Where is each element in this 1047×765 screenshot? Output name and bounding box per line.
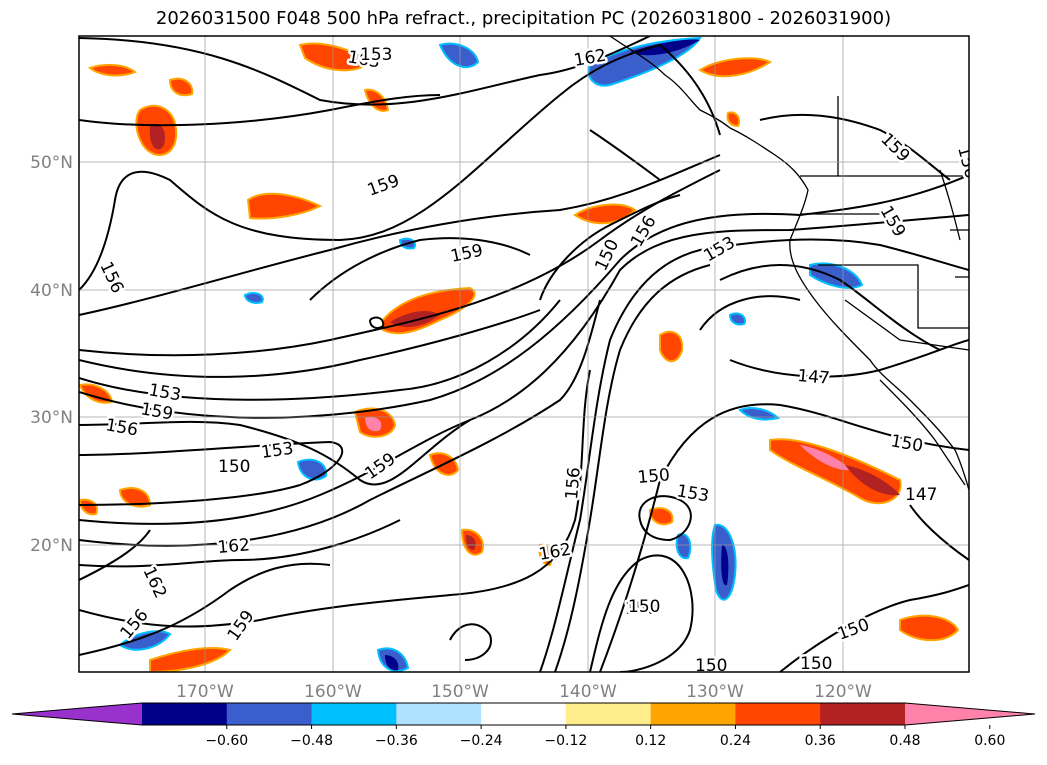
contour-label: 147 — [905, 485, 937, 505]
colorbar-extend-min — [12, 703, 142, 725]
colorbar-segment — [481, 703, 567, 725]
lat-label: 50°N — [30, 153, 73, 173]
colorbar-tick-label: −0.60 — [205, 733, 248, 749]
lat-label: 30°N — [30, 408, 73, 428]
graticule — [79, 36, 969, 672]
contour-label: 156 — [562, 466, 585, 500]
map-title: 2026031500 F048 500 hPa refract., precip… — [155, 8, 892, 29]
lat-label: 20°N — [30, 536, 73, 556]
colorbar-tick-label: −0.12 — [544, 733, 587, 749]
colorbar-tick-label: −0.48 — [290, 733, 333, 749]
colorbar-segment — [311, 703, 397, 725]
colorbar-tick-label: 0.48 — [889, 733, 920, 749]
colorbar-tick-label: −0.24 — [460, 733, 503, 749]
colorbar-segment — [650, 703, 736, 725]
contour-label: 153 — [360, 45, 392, 65]
lon-label: 130°W — [686, 682, 744, 702]
contour-label: 162 — [217, 535, 251, 558]
contour-label: 150 — [800, 654, 832, 674]
contour-label: 150 — [628, 597, 660, 617]
map-frame — [78, 35, 970, 673]
colorbar-tick-label: 0.24 — [720, 733, 751, 749]
lon-label: 140°W — [559, 682, 617, 702]
colorbar-tick-label: 0.36 — [805, 733, 836, 749]
colorbar-tick-label: −0.36 — [375, 733, 418, 749]
colorbar-segment — [396, 703, 482, 725]
colorbar-segment — [226, 703, 313, 725]
lon-label: 120°W — [814, 682, 872, 702]
colorbar-tick-label: 0.12 — [635, 733, 666, 749]
colorbar-segment — [142, 703, 228, 725]
colorbar: −0.60 −0.48 −0.36 −0.24 −0.12 0.12 0.24 0.36 0.4… — [11, 702, 1036, 749]
coastlines — [609, 36, 969, 491]
colorbar-segment — [735, 703, 821, 725]
colorbar-segment — [820, 703, 906, 725]
lon-label: 150°W — [431, 682, 489, 702]
colorbar-outline — [11, 702, 1036, 726]
contour-label: 150 — [625, 599, 657, 619]
contour-label: 150 — [695, 656, 727, 676]
lat-label: 40°N — [30, 281, 73, 301]
contour-label: 150 — [637, 465, 671, 488]
colorbar-segment — [565, 703, 652, 725]
contour-label: 147 — [797, 366, 831, 389]
lon-label: 170°W — [176, 682, 234, 702]
colorbar-extend-max — [905, 703, 1035, 725]
lon-label: 160°W — [304, 682, 362, 702]
colorbar-tick-label: 0.60 — [974, 733, 1005, 749]
contour-label: 163 — [346, 47, 381, 72]
refractivity-contours — [79, 36, 969, 672]
contour-label: 150 — [218, 457, 250, 477]
